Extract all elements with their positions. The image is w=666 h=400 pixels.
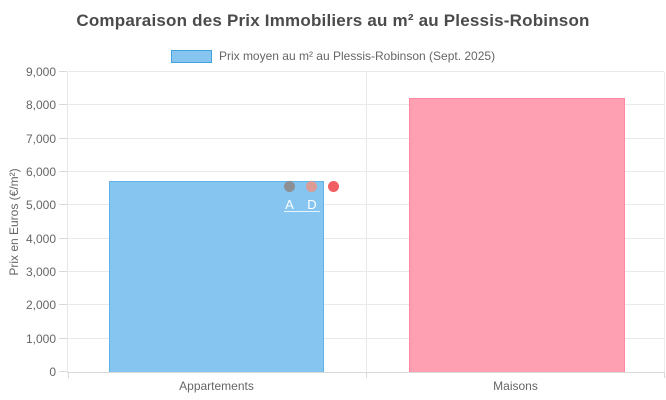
y-axis-tick: [59, 371, 67, 372]
x-axis-label-appartements: Appartements: [179, 379, 254, 393]
y-axis-tick-label: 2,000: [25, 298, 56, 313]
y-axis-tick: [59, 271, 67, 272]
gridline: [68, 271, 664, 272]
legend-swatch-icon: [170, 49, 212, 63]
x-axis-tick: [664, 372, 665, 378]
bar-appartements[interactable]: [109, 181, 324, 372]
y-axis-title: Prix en Euros (€/m²): [7, 168, 21, 276]
gridline: [68, 237, 664, 239]
x-axis-tick: [68, 372, 69, 378]
gridline: [68, 71, 664, 72]
x-axis-label-maisons: Maisons: [493, 379, 538, 393]
gridline: [68, 137, 664, 139]
x-axis-labels: Appartements Maisons: [67, 379, 665, 395]
y-axis-tick-label: 5,000: [25, 198, 56, 213]
y-axis-tick-label: 4,000: [25, 231, 56, 246]
y-axis-tick: [59, 71, 67, 72]
y-axis-tick: [59, 104, 67, 106]
y-axis-tick-label: 6,000: [25, 165, 56, 179]
gridline: [68, 337, 664, 339]
y-axis-tick: [59, 171, 67, 172]
marker-link-a[interactable]: A: [285, 197, 294, 212]
y-axis-tick-label: 1,000: [25, 331, 56, 346]
y-axis-tick-label: 9,000: [25, 65, 56, 79]
legend-item[interactable]: Prix moyen au m² au Plessis-Robinson (Se…: [0, 48, 666, 64]
marker-link-d[interactable]: D: [307, 197, 317, 212]
chart-title: Comparaison des Prix Immobiliers au m² a…: [76, 11, 590, 30]
marker-dot: [328, 181, 339, 192]
x-axis-tick: [366, 372, 367, 378]
legend-label: Prix moyen au m² au Plessis-Robinson (Se…: [218, 49, 496, 63]
gridline: [68, 304, 664, 306]
y-axis-tick-label: 3,000: [25, 265, 56, 279]
y-axis-tick: [59, 237, 67, 239]
gridline: [68, 104, 664, 106]
y-axis-tick: [59, 204, 67, 206]
y-axis-tick-label: 7,000: [25, 131, 56, 146]
y-axis-tick: [59, 304, 67, 306]
gridline: [68, 171, 664, 172]
gridline-vertical-mid: [366, 72, 367, 372]
gridline: [68, 204, 664, 206]
y-axis-tick-label: 0: [49, 365, 56, 379]
y-axis-tick: [59, 337, 67, 339]
y-axis-tick-label: 8,000: [25, 98, 56, 113]
bar-maisons[interactable]: [409, 97, 625, 372]
y-axis-tick: [59, 137, 67, 139]
